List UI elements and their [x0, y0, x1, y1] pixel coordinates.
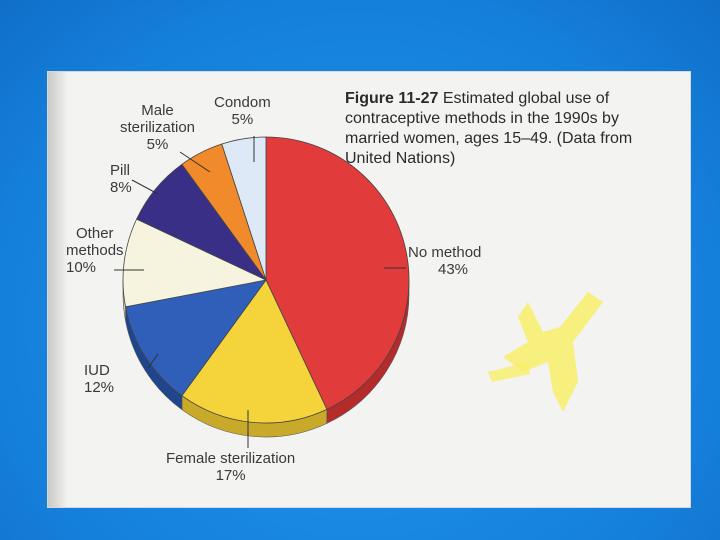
- label-no-method: No method 43%: [408, 244, 481, 278]
- label-male-sterilization-name-2: sterilization: [120, 119, 196, 136]
- label-male-sterilization-name-1: Male: [141, 102, 174, 119]
- label-no-method-name: No method: [408, 244, 482, 261]
- label-other-methods-pct: 10%: [66, 259, 97, 276]
- figure-number: Figure 11-27: [345, 90, 439, 107]
- leader-male-sterilization: [179, 151, 211, 173]
- highlighter-mark: [488, 292, 603, 412]
- label-other-methods: Other methods 10%: [66, 225, 124, 276]
- label-iud-pct: 12%: [84, 379, 115, 396]
- label-condom-pct: 5%: [231, 111, 254, 128]
- label-female-sterilization-name: Female sterilization: [166, 450, 296, 467]
- leader-iud: [147, 353, 159, 369]
- figure-caption: Figure 11-27 Estimated global use of con…: [345, 89, 645, 169]
- pie-slice-other-methods: [122, 218, 268, 308]
- label-iud: IUD 12%: [84, 362, 114, 396]
- pie-slice-iud: [125, 279, 267, 397]
- label-male-sterilization: Male sterilization 5%: [120, 102, 195, 153]
- page-binding-shadow: [48, 72, 68, 507]
- label-other-methods-name-1: Other: [76, 225, 114, 242]
- label-condom: Condom 5%: [214, 94, 271, 128]
- label-female-sterilization-pct: 17%: [215, 467, 246, 484]
- label-female-sterilization: Female sterilization 17%: [166, 450, 295, 484]
- pie-slice-condom: [221, 136, 267, 281]
- label-iud-name: IUD: [84, 362, 110, 379]
- label-other-methods-name-2: methods: [66, 242, 124, 259]
- scanned-page: Figure 11-27 Estimated global use of con…: [48, 72, 690, 507]
- label-pill: Pill 8%: [110, 162, 132, 196]
- label-male-sterilization-pct: 5%: [146, 136, 169, 153]
- label-pill-pct: 8%: [110, 179, 132, 196]
- pie-chart: [114, 136, 410, 448]
- label-no-method-pct: 43%: [438, 261, 469, 278]
- label-condom-name: Condom: [214, 94, 271, 111]
- pie-slice-no-method: [265, 136, 410, 410]
- leader-pill: [131, 179, 159, 195]
- figure-caption-text: Estimated global use of contraceptive me…: [345, 90, 633, 167]
- label-pill-name: Pill: [110, 162, 131, 179]
- pie-slice-female-sterilization: [181, 279, 328, 424]
